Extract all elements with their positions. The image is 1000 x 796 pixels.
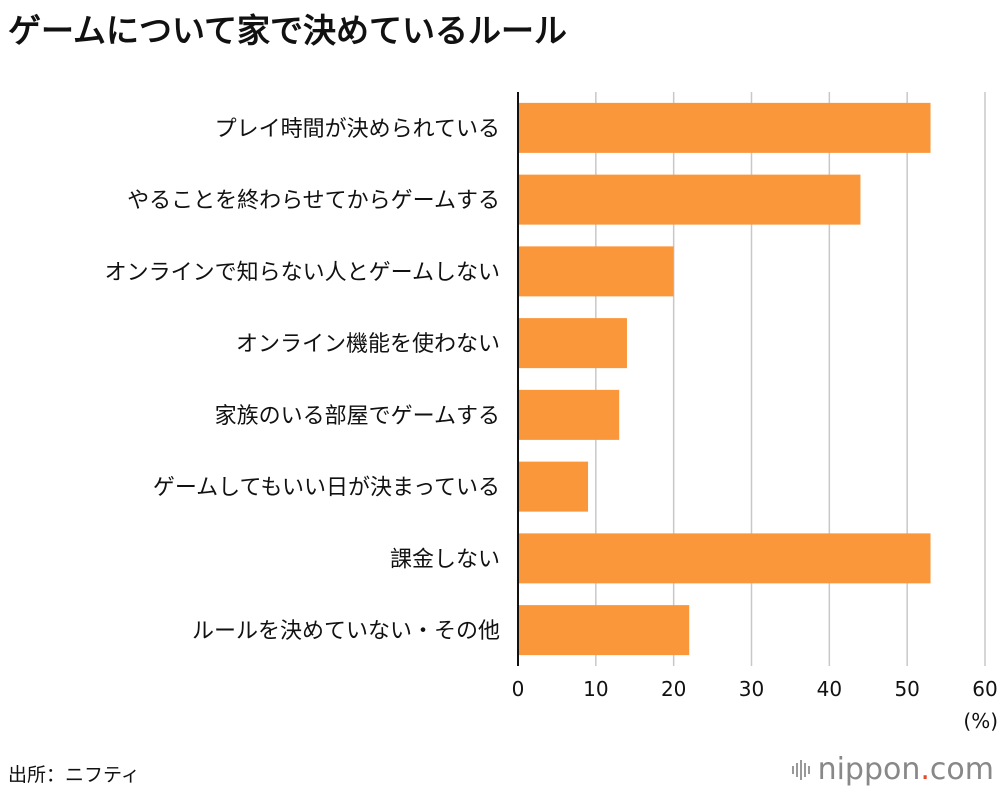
x-tick-label-40: 40: [817, 677, 842, 701]
category-label-6: 課金しない: [390, 547, 500, 572]
x-tick-label-30: 30: [739, 677, 764, 701]
bar-0: [518, 102, 931, 153]
bar-2: [518, 246, 674, 297]
category-label-4: 家族のいる部屋でゲームする: [215, 404, 500, 429]
logo-mark-icon: [791, 759, 810, 780]
category-label-3: オンライン機能を使わない: [236, 332, 500, 357]
bar-7: [518, 605, 690, 656]
x-axis-ticks: 0 10 20 30 40 50 60: [512, 677, 998, 701]
source-note: 出所：ニフティ: [8, 764, 140, 786]
bar-6: [518, 533, 931, 584]
category-label-2: オンラインで知らない人とゲームしない: [105, 260, 500, 285]
chart-title: ゲームについて家で決めているルール: [8, 11, 568, 50]
category-label-5: ゲームしてもいい日が決まっている: [153, 476, 500, 501]
x-tick-label-10: 10: [583, 677, 608, 701]
bars: [518, 102, 931, 656]
logo-name: nippon: [817, 752, 921, 787]
logo-tld: com: [929, 752, 994, 787]
category-label-7: ルールを決めていない・その他: [192, 619, 500, 644]
x-tick-label-20: 20: [661, 677, 686, 701]
category-label-0: プレイ時間が決められている: [215, 117, 500, 142]
logo-dot: .: [920, 752, 930, 787]
nippon-logo: nippon. com: [791, 752, 994, 787]
x-tick-label-0: 0: [512, 677, 525, 701]
x-tick-label-50: 50: [894, 677, 919, 701]
x-tick-label-60: 60: [972, 677, 997, 701]
bar-5: [518, 461, 589, 512]
category-label-1: やることを終わらせてからゲームする: [127, 189, 500, 214]
bar-4: [518, 389, 620, 440]
category-labels: プレイ時間が決められているやることを終わらせてからゲームするオンラインで知らない…: [105, 117, 500, 644]
x-axis-unit-label: (%): [963, 709, 998, 733]
bar-3: [518, 318, 627, 369]
bar-1: [518, 174, 861, 225]
